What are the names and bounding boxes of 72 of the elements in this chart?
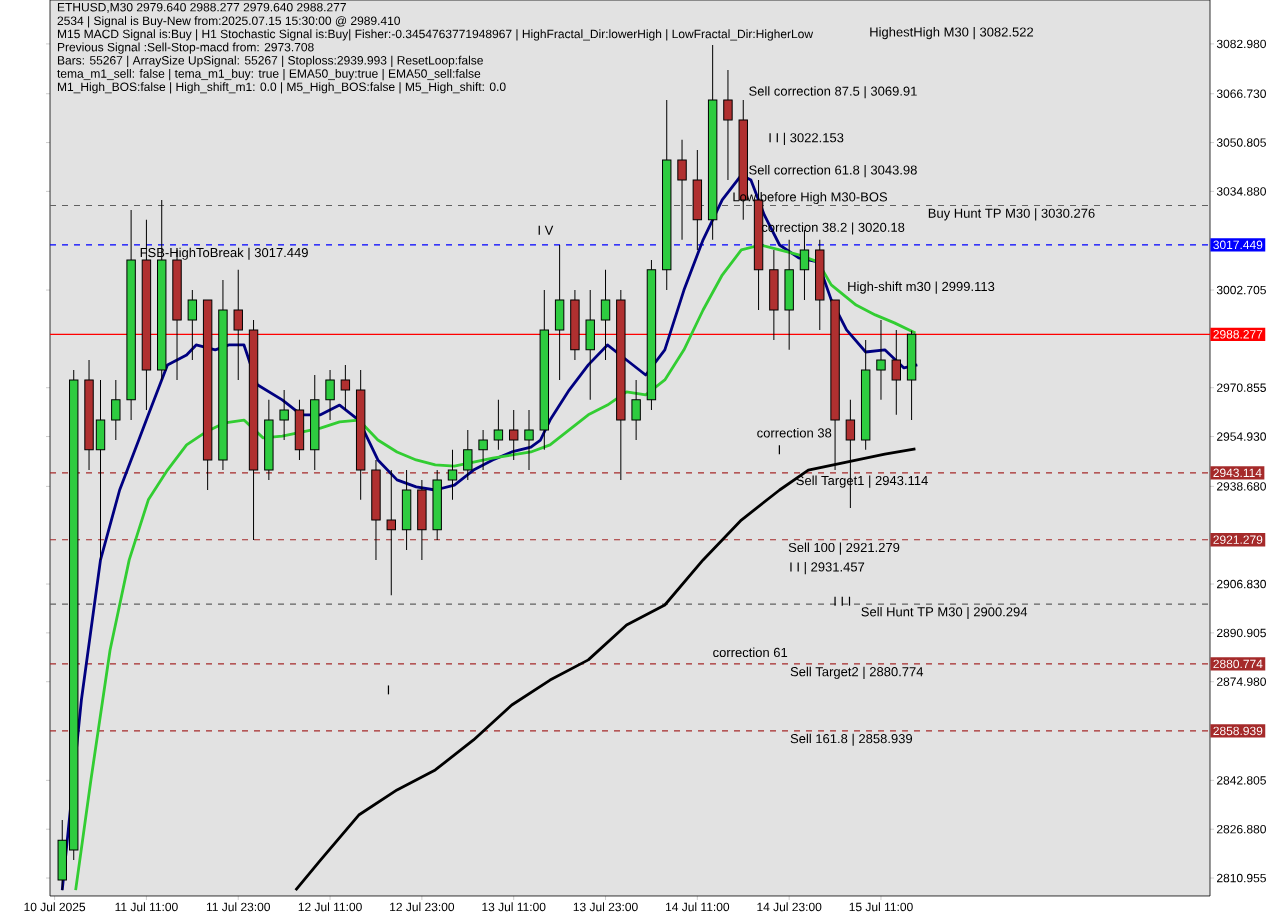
annotation: correction 38 — [757, 427, 832, 438]
candlestick — [723, 69, 733, 181]
y-tick-label: 2890.905 — [1217, 628, 1266, 638]
annotation: M1_High_BOS:false | High_shift_m1: 0.0 | M5_High_BOS:false | M5_High_shift: 0.0 — [57, 82, 506, 94]
x-tick-label: 15 Jul 11:00 — [849, 902, 913, 912]
candlestick — [508, 409, 519, 461]
y-tick-label: 2938.680 — [1217, 482, 1266, 491]
x-tick-label: 12 Jul 23:00 — [390, 902, 455, 912]
x-tick-label: 14 Jul 11:00 — [666, 902, 730, 912]
annotation: correction 61 — [713, 647, 788, 658]
y-tick-label: 3050.805 — [1216, 138, 1266, 147]
annotation: Sell 100 | 2921.279 — [788, 542, 900, 555]
y-tick-label: 2954.930 — [1217, 432, 1266, 441]
annotation: I — [778, 445, 780, 455]
x-tick-label: 11 Jul 11:00 — [115, 902, 178, 912]
x-tick-label: 13 Jul 23:00 — [573, 902, 638, 912]
annotation: Previous Signal :Sell-Stop-macd from: 2973.708 — [57, 42, 314, 54]
chart-title: ETHUSD,M30 2979.640 2988.277 2979.640 2988.277 — [57, 2, 346, 13]
x-tick-label: 12 Jul 11:00 — [298, 902, 362, 912]
annotation: Buy Hunt TP M30 | 3030.276 — [928, 208, 1095, 221]
candlestick — [463, 429, 473, 481]
annotation: Sell 161.8 | 2858.939 — [790, 733, 913, 746]
annotation: 2534 | Signal is Buy-New from:2025.07.15 15:30:00 @ 2989.410 — [57, 16, 401, 28]
candlestick — [233, 269, 243, 381]
candlestick — [279, 389, 289, 441]
candlestick — [187, 289, 198, 361]
y-tick-label: 2906.830 — [1217, 579, 1266, 589]
annotation: M15 MACD Signal is:Buy | H1 Stochastic Signal is:Buy| Fisher:-0.3454763771948967 | HighFractal_Dir:lowerHigh | LowFractal_Dir:HigherLow — [57, 29, 814, 41]
ref-line-label: 2880.774 — [1213, 659, 1263, 669]
candlestick — [876, 319, 886, 401]
y-tick-label: 2810.955 — [1217, 873, 1266, 883]
y-tick-label: 3082.980 — [1216, 39, 1266, 49]
annotation: Sell correction 87.5 | 3069.91 — [749, 86, 917, 99]
annotation: HighestHigh M30 | 3082.522 — [870, 27, 1034, 40]
y-tick-label: 3066.730 — [1216, 89, 1266, 98]
ref-line-label: 2988.277 — [1213, 330, 1263, 339]
y-tick-label: 2970.855 — [1217, 383, 1266, 392]
annotation: Sell correction 61.8 | 3043.98 — [749, 165, 917, 178]
y-tick-label: 2826.880 — [1217, 824, 1266, 834]
y-tick-label: 2842.805 — [1217, 776, 1266, 785]
annotation: I I | 2931.457 — [790, 561, 865, 575]
candlestick — [493, 399, 504, 451]
annotation: Sell Hunt TP M30 | 2900.294 — [861, 606, 1028, 620]
annotation: Bars: 55267 | ArraySize UpSignal: 55267 | Stoploss:2939.993 | ResetLoop:false — [57, 55, 483, 68]
candlestick — [524, 409, 534, 471]
annotation: I V — [538, 225, 554, 235]
annotation: I — [387, 685, 390, 695]
ref-line-label: 3017.449 — [1213, 240, 1263, 250]
y-tick-label: 3034.880 — [1216, 187, 1266, 196]
candlestick — [325, 369, 335, 421]
candlestick — [600, 269, 611, 361]
ref-line-label: 2858.939 — [1213, 726, 1263, 736]
x-tick-label: 11 Jul 23:00 — [206, 902, 271, 912]
candlestick — [111, 379, 121, 441]
candlestick — [340, 364, 351, 411]
candlestick — [447, 449, 458, 501]
annotation: I I I — [834, 596, 851, 606]
x-tick-label: 10 Jul 2025 — [24, 902, 86, 912]
y-tick-label: 2874.980 — [1217, 677, 1266, 686]
annotation: Sell Target2 | 2880.774 — [790, 666, 924, 679]
x-tick-label: 13 Jul 11:00 — [482, 902, 546, 912]
annotation: tema_m1_sell: false | tema_m1_buy: true | EMA50_buy:true | EMA50_sell:false — [57, 68, 481, 81]
ref-line-label: 2943.114 — [1213, 468, 1262, 478]
x-tick-label: 14 Jul 23:00 — [757, 902, 822, 912]
y-tick-label: 3002.705 — [1216, 285, 1266, 295]
candlestick — [891, 329, 901, 416]
annotation: I I | 3022.153 — [769, 132, 844, 145]
ref-line-label: 2921.279 — [1213, 535, 1263, 544]
candlestick — [677, 139, 687, 241]
candlestick — [631, 379, 641, 441]
candlestick — [478, 429, 488, 471]
annotation: High-shift m30 | 2999.113 — [848, 281, 995, 294]
